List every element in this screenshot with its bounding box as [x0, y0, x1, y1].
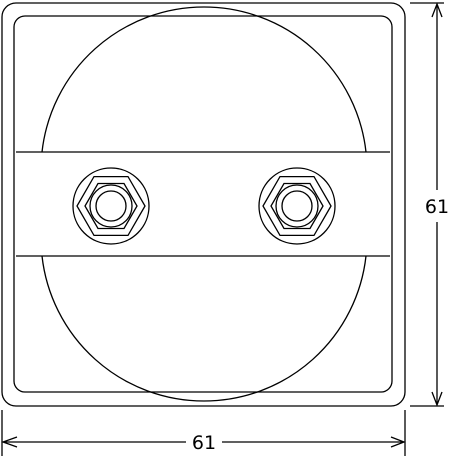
- left-terminal-stud-hole: [95, 190, 127, 222]
- height-dimension-label: 61: [425, 196, 449, 218]
- width-arrowhead-right: [390, 436, 406, 448]
- height-arrowhead-top: [431, 2, 443, 18]
- width-arrowhead-left: [1, 436, 18, 448]
- right-terminal-hex-outer: [262, 175, 332, 237]
- inner-frame-outline: [13, 15, 393, 393]
- outer-housing-outline: [1, 2, 406, 407]
- circular-face-upper-arc: [41, 6, 367, 153]
- circular-face-lower-arc: [41, 255, 367, 402]
- width-dimension: 61: [1, 410, 406, 456]
- width-dimension-label: 61: [192, 432, 216, 454]
- right-terminal-stud-hole: [281, 190, 313, 222]
- height-dimension: 61: [410, 2, 449, 407]
- right-terminal-stud-ring: [275, 184, 319, 228]
- right-terminal-washer-outer: [258, 167, 336, 245]
- left-terminal-hex-inner: [84, 182, 138, 230]
- left-terminal-stud-ring: [89, 184, 133, 228]
- height-arrowhead-bottom: [431, 391, 443, 407]
- left-terminal-hex-outer: [76, 175, 146, 237]
- right-terminal-nut: [258, 167, 336, 245]
- left-terminal-washer-outer: [72, 167, 150, 245]
- right-terminal-hex-inner: [270, 182, 324, 230]
- left-terminal-nut: [72, 167, 150, 245]
